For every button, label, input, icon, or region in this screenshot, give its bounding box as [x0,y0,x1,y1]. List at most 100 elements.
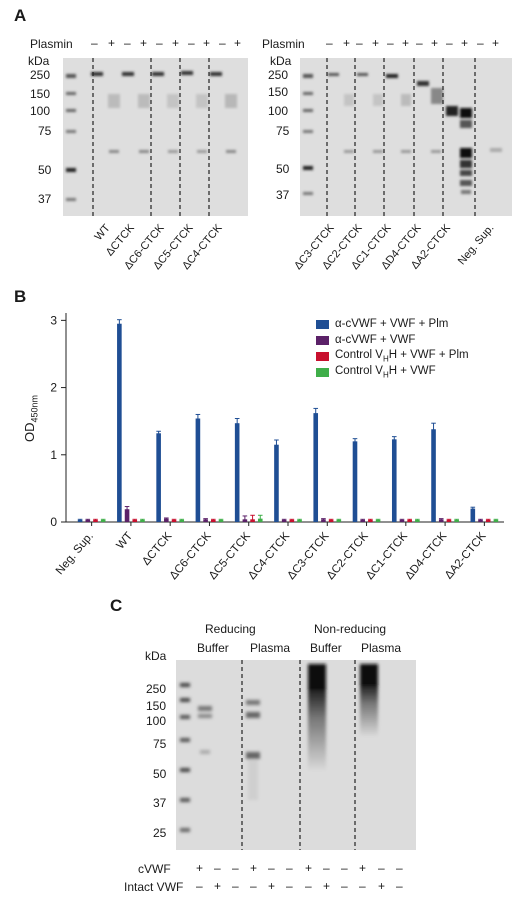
bar [313,413,319,522]
bar [493,519,499,522]
sign: – [286,879,293,893]
plasmin-sign: + [431,36,439,50]
bar [431,429,436,522]
sign: – [323,861,330,875]
bar [360,519,365,522]
plasmin-sign: – [91,36,98,50]
mw-marker: 150 [268,85,289,99]
bar [218,519,224,522]
legend-item: Control VHH + VWF + Plm [316,348,469,364]
bar [415,519,420,522]
bar [407,519,412,522]
legend-label: α-cVWF + VWF + Plm [335,318,449,330]
mw-marker: 75 [153,737,167,751]
plasmin-sign: – [446,36,453,50]
sign: – [341,879,348,893]
legend-swatch [316,335,329,345]
sign: + [359,861,367,875]
mw-marker: 100 [268,104,289,118]
plasma-label: Plasma [361,641,402,655]
bar [289,519,295,522]
cvwf-row-label: cVWF [138,862,171,876]
bar [297,519,302,522]
legend-label: Control VHH + VWF [335,364,436,380]
sign: – [396,861,403,875]
plasmin-sign: – [124,36,131,50]
panel-a-letter: A [14,6,27,25]
plasmin-sign: + [140,36,148,50]
mw-marker: 37 [153,796,167,810]
plasmin-sign: + [492,36,500,50]
chart-legend: α-cVWF + VWF + Plm α-cVWF + VWF Control … [316,316,469,380]
mw-marker: 100 [30,104,51,118]
bar [281,519,287,522]
sign: – [268,861,275,875]
y-axis-label: OD450nm [22,394,40,442]
sign: – [378,861,385,875]
plasmin-sign: – [387,36,394,50]
bar [470,508,476,522]
western-blot-c [176,660,416,850]
bar [274,444,279,522]
bar [171,519,177,522]
bar [399,519,405,522]
kda-label-c: kDa [145,649,167,663]
panel-b-letter: B [14,287,27,306]
y-tick-label: 3 [50,313,57,327]
x-tick-label: WT [115,530,136,551]
bar [321,519,326,522]
plasmin-sign: + [402,36,410,50]
bar [478,519,483,522]
bar [124,509,130,522]
bar [93,519,98,522]
sign: – [359,879,366,893]
mw-marker: 37 [276,188,290,202]
legend-swatch [316,351,329,361]
bar [203,519,208,522]
mw-marker: 250 [30,68,51,82]
plasmin-label-right: Plasmin [262,37,305,51]
legend-item: α-cVWF + VWF [316,332,469,348]
legend-swatch [316,319,329,329]
sign: – [250,879,257,893]
y-tick-label: 2 [50,381,57,395]
bar [77,519,83,522]
sign: – [396,879,403,893]
plasmin-label-left: Plasmin [30,37,73,51]
lane-label: WT [92,222,113,243]
bar [211,519,216,522]
sign: + [214,879,222,893]
bar [438,519,444,522]
bar [328,519,334,522]
bar [140,519,145,522]
legend-label: Control VHH + VWF + Plm [335,348,469,364]
bar [336,519,342,522]
mw-marker: 75 [38,124,52,138]
bar [100,519,106,522]
sign: – [305,879,312,893]
bar [195,418,201,522]
sign: + [250,861,258,875]
plasmin-sign: – [326,36,333,50]
bar [132,519,138,522]
legend-label: α-cVWF + VWF [335,334,416,346]
plasmin-sign: + [203,36,211,50]
mw-marker: 250 [268,68,289,82]
plasmin-sign: + [372,36,380,50]
bar [352,441,358,522]
plasma-label: Plasma [250,641,291,655]
western-blot-right [300,58,512,216]
lane-label: Neg. Sup. [455,222,497,268]
mw-marker: 25 [153,826,167,840]
bar [391,439,397,522]
mw-marker: 150 [30,87,51,101]
legend-item: Control VHH + VWF [316,364,469,380]
plasmin-sign: – [219,36,226,50]
mw-marker: 100 [146,714,167,728]
legend-item: α-cVWF + VWF + Plm [316,316,469,332]
bar [446,519,452,522]
kda-label-left: kDa [28,54,50,68]
sign: + [378,879,386,893]
mw-marker: 50 [38,163,52,177]
